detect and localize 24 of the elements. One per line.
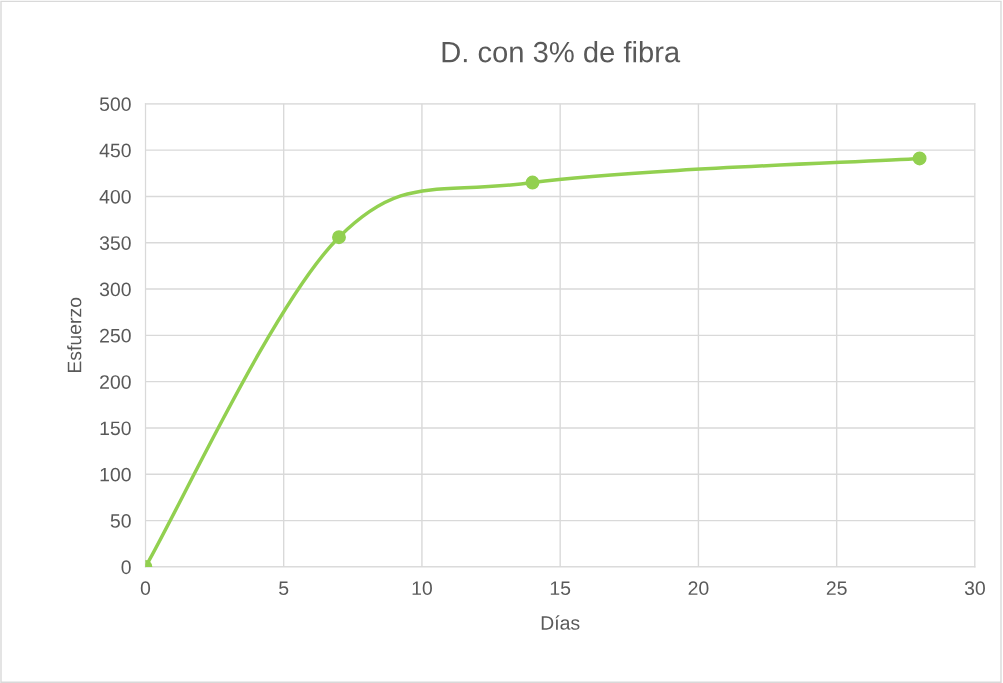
point	[525, 175, 540, 190]
x-axis-title: Días	[541, 615, 580, 630]
point	[912, 151, 927, 166]
y-tick-label: 400	[99, 189, 131, 204]
y-tick-label: 200	[100, 375, 131, 389]
y-tick-label: 150	[100, 421, 131, 436]
x-tick-label: 30	[964, 581, 985, 596]
y-tick-label: 300	[99, 282, 131, 297]
y-tick-label: 250	[100, 328, 131, 343]
x-tick-label: 5	[279, 581, 289, 596]
x-tick-label: 15	[550, 581, 571, 596]
y-tick-label: 500	[99, 97, 131, 112]
x-tick-label: 25	[826, 581, 847, 596]
x-tick-label: 10	[412, 581, 432, 596]
y-tick-label: 100	[100, 467, 131, 482]
x-tick-label: 0	[140, 581, 151, 596]
point	[332, 230, 346, 245]
y-tick-label: 50	[110, 514, 131, 528]
x-tick-label: 20	[688, 581, 709, 596]
y-tick-label: 350	[99, 236, 131, 250]
y-tick-label: 450	[99, 143, 131, 158]
chart-title: D. con 3% de fibra	[442, 41, 681, 63]
y-tick-label: 0	[121, 560, 131, 575]
y-axis-title: Esfuerzo	[67, 297, 82, 373]
